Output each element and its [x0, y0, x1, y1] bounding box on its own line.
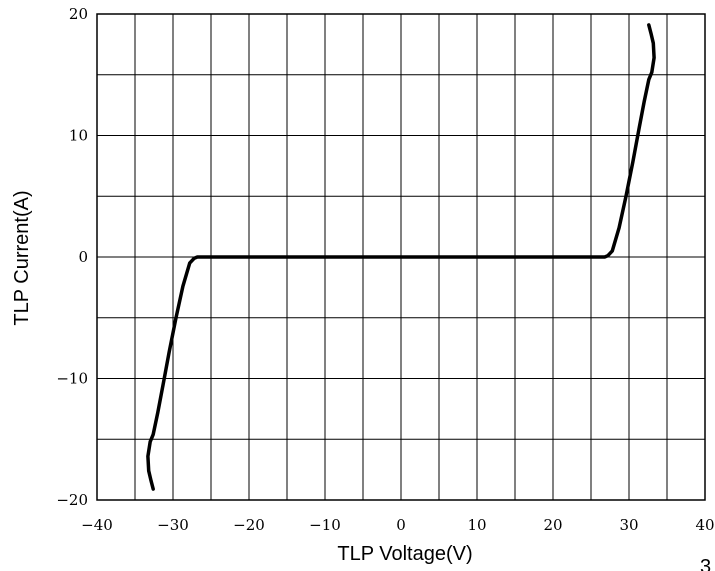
y-tick-label: 0: [78, 248, 88, 266]
y-tick-labels: −20 −10 0 10 20: [56, 5, 88, 509]
y-tick-label: 20: [69, 5, 88, 23]
series-line: [146, 23, 656, 491]
page-number: 3: [700, 556, 711, 571]
y-tick-label: −10: [56, 370, 88, 388]
x-tick-label: 20: [543, 516, 562, 534]
y-tick-label: −20: [56, 491, 88, 509]
x-tick-label: −40: [81, 516, 113, 534]
x-tick-label: 10: [467, 516, 486, 534]
y-tick-label: 10: [69, 127, 88, 145]
plot-frame: [96, 13, 706, 501]
x-tick-label: 40: [695, 516, 714, 534]
x-tick-label: 0: [396, 516, 406, 534]
x-tick-labels: −40 −30 −20 −10 0 10 20 30 40: [81, 516, 714, 534]
x-tick-label: −10: [309, 516, 341, 534]
y-axis-label: TLP Current(A): [11, 190, 33, 325]
x-tick-label: 30: [619, 516, 638, 534]
x-tick-label: −20: [233, 516, 265, 534]
x-tick-label: −30: [157, 516, 189, 534]
x-axis-label: TLP Voltage(V): [337, 543, 472, 565]
